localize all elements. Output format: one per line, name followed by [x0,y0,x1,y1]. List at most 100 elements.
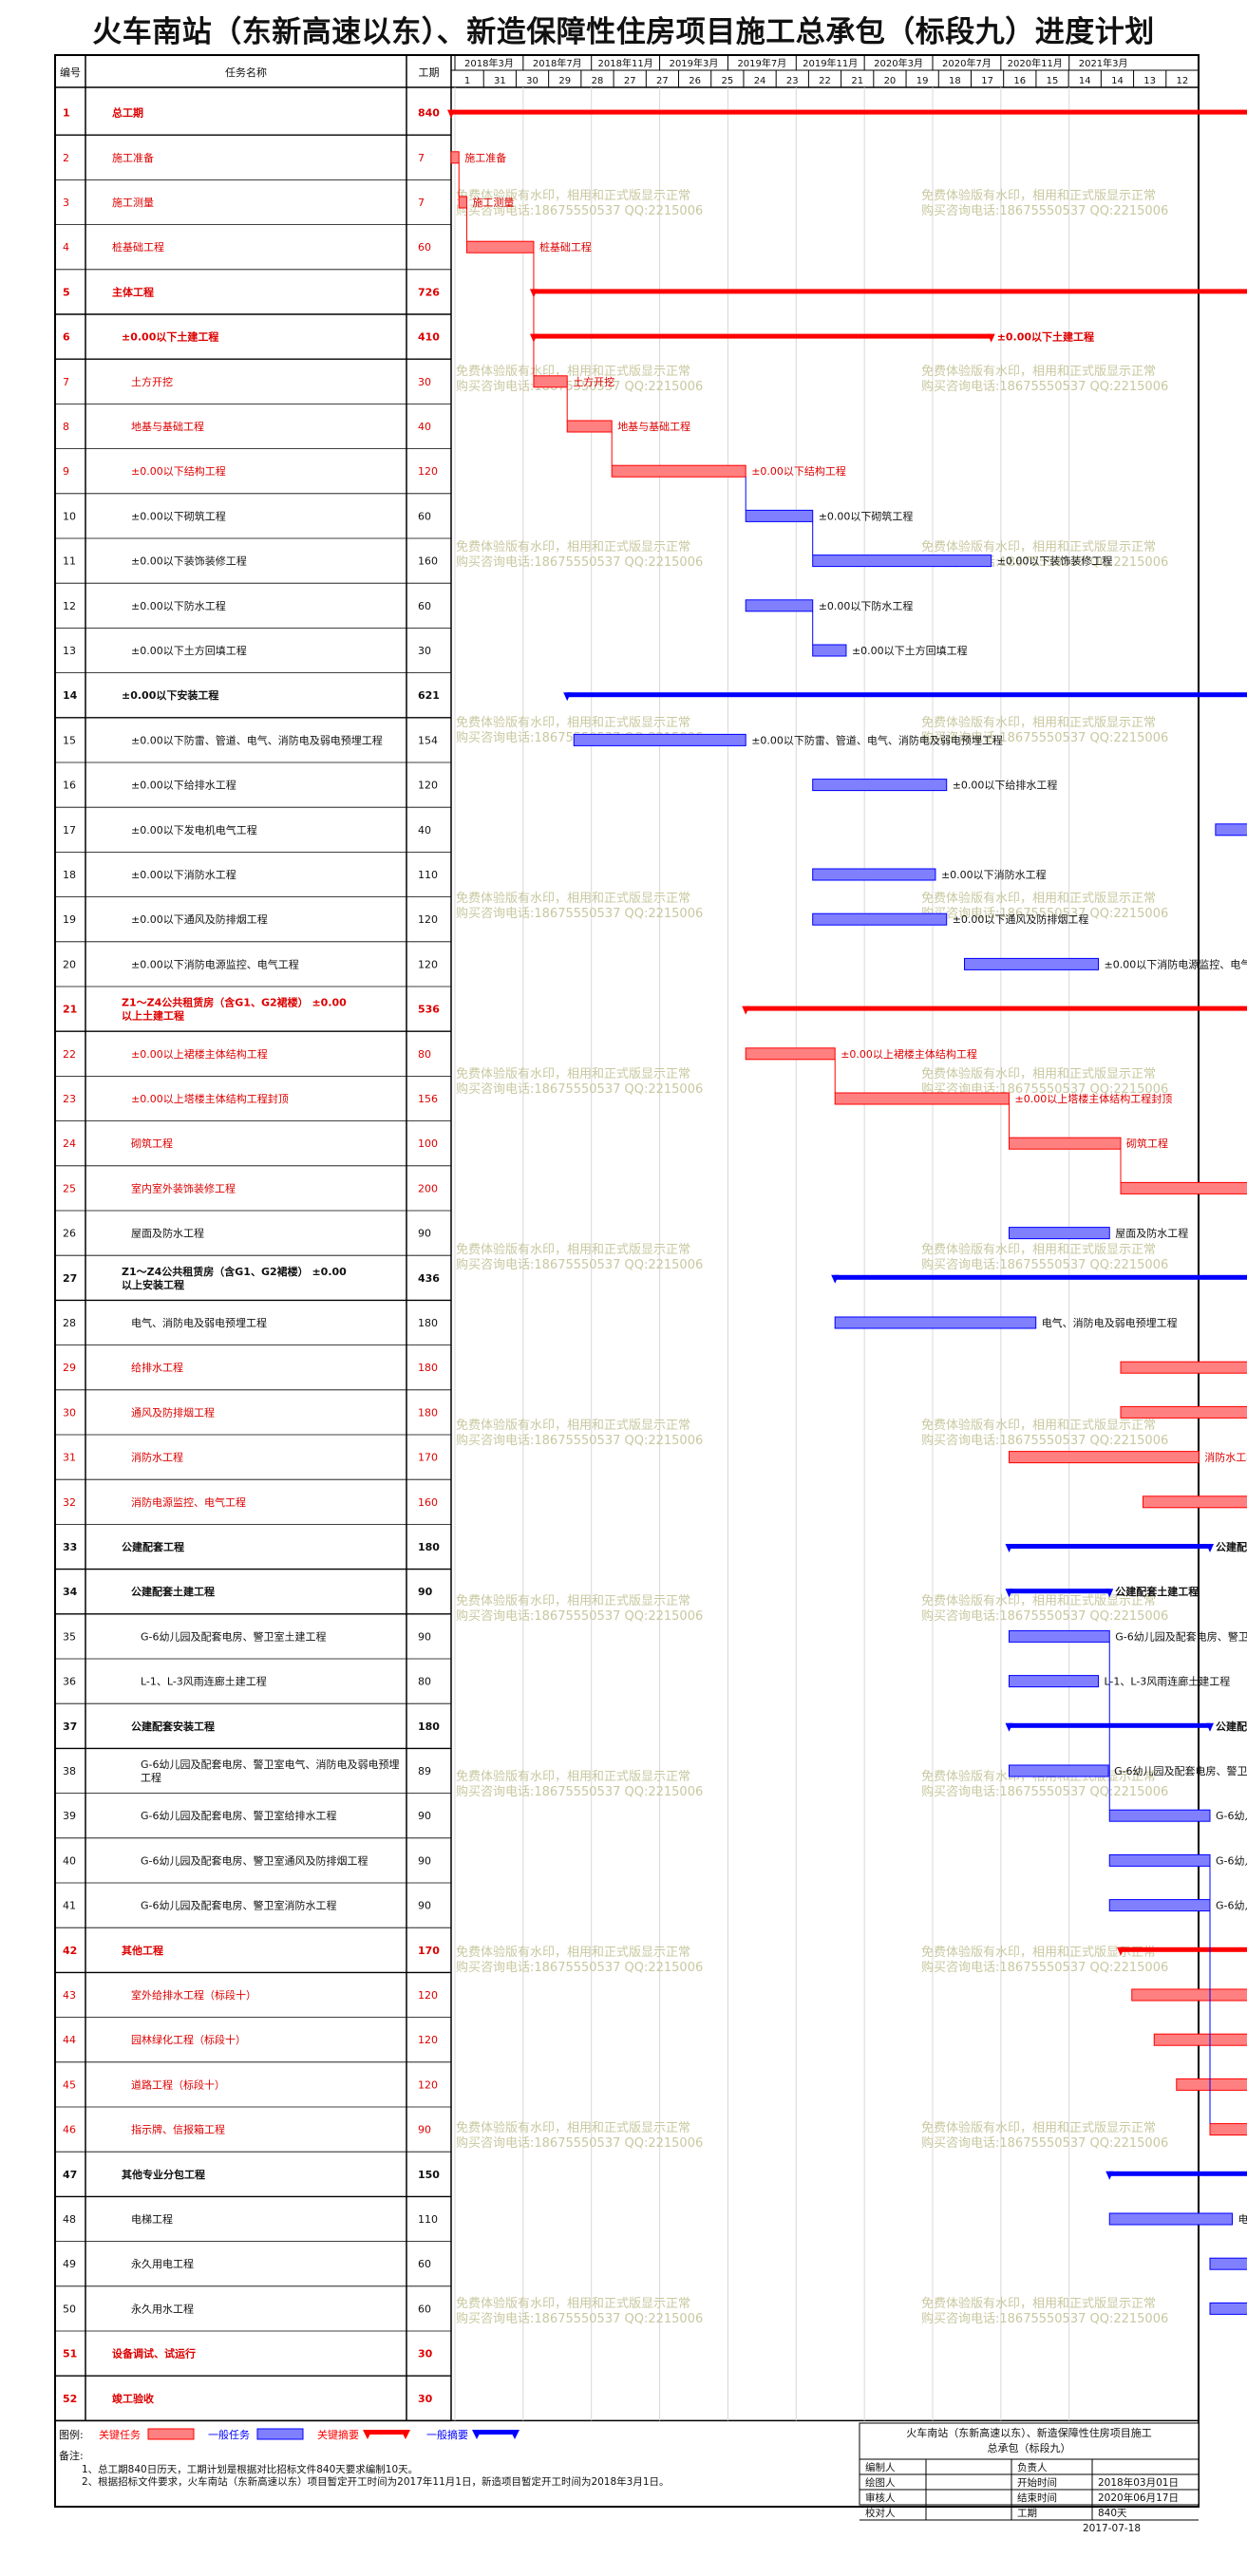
task-duration: 120 [418,2078,438,2091]
task-bar [1108,1899,1211,1912]
legend-swatch-summary [476,2430,516,2435]
summary-bar-end [987,333,995,343]
infobox-date: 2017-07-18 [1083,2523,1141,2534]
task-duration: 156 [418,1093,438,1105]
task-duration: 89 [418,1765,431,1777]
summary-bar-start [1005,1544,1013,1552]
watermark-line2: 购买咨询电话:18675550537 QQ:2215006 [456,906,703,921]
timescale-month: 2018年3月 [464,57,514,69]
legend-swatch-summary-start [472,2430,482,2439]
timescale-period: 31 [494,76,506,86]
summary-bar-end [1206,1544,1214,1552]
task-id: 5 [63,286,70,298]
task-id: 30 [63,1406,76,1419]
task-bar [611,464,746,478]
task-name-cont: 以上安装工程 [122,1278,184,1291]
watermark-line2: 购买咨询电话:18675550537 QQ:2215006 [921,2135,1168,2151]
task-bar-label: ±0.00以下消防水工程 [941,868,1047,881]
task-name: ±0.00以上塔楼主体结构工程封顶 [131,1092,289,1105]
timescale-period: 28 [592,76,604,86]
task-name: 地基与基础工程 [131,421,204,433]
task-duration: 7 [418,152,425,164]
timescale-period: 16 [1013,76,1026,86]
timescale-period: 18 [949,76,961,86]
watermark-line2: 购买咨询电话:18675550537 QQ:2215006 [456,2311,703,2326]
watermark-line2: 购买咨询电话:18675550537 QQ:2215006 [921,203,1168,218]
task-duration: 120 [418,913,438,926]
infobox-cell: 2018年03月01日 [1098,2476,1179,2489]
infobox-subtitle: 总承包（标段九） [988,2441,1071,2454]
task-duration: 30 [418,645,431,657]
watermark-line2: 购买咨询电话:18675550537 QQ:2215006 [456,2135,703,2151]
task-duration: 410 [418,331,440,344]
task-bar-label: ±0.00以下消防电源监控、电气工程 [1105,957,1247,970]
task-bar [812,644,847,657]
task-name: G-6幼儿园及配套电房、警卫室电气、消防电及弱电预埋 [141,1758,400,1771]
summary-bar [1109,2171,1247,2176]
watermark-line1: 免费体验版有水印，相用和正式版显示正常 [456,1593,690,1608]
watermark-line1: 免费体验版有水印，相用和正式版显示正常 [456,188,690,203]
column-header-duration: 工期 [419,66,440,79]
summary-bar [1121,1946,1247,1952]
infobox-frame [859,2422,1200,2506]
task-bar-label: 电梯工程 [1238,2213,1247,2226]
timescale-period: 14 [1079,76,1091,86]
task-id: 40 [63,1854,76,1867]
task-name: 其他工程 [122,1944,163,1957]
watermark-line2: 购买咨询电话:18675550537 QQ:2215006 [921,1784,1168,1799]
task-bar [834,1316,1037,1329]
task-duration: 60 [418,510,431,522]
task-name: 室外给排水工程（标段十） [131,1988,256,2002]
task-name: G-6幼儿园及配套电房、警卫室给排水工程 [141,1809,337,1822]
timescale-period: 23 [786,76,799,86]
timescale-month: 2018年7月 [533,57,582,69]
task-duration: 120 [418,958,438,970]
watermark-line1: 免费体验版有水印，相用和正式版显示正常 [921,1242,1156,1257]
timescale-period: 21 [851,76,863,86]
task-bar-label: 公建配套安装工程 [1216,1720,1247,1733]
task-name: 通风及防排烟工程 [131,1405,215,1419]
timescale-period: 26 [689,76,701,86]
task-name: G-6幼儿园及配套电房、警卫室通风及防排烟工程 [141,1853,368,1867]
task-bar [573,733,746,746]
legend-swatch-summary [367,2430,406,2435]
task-duration: 90 [418,1228,431,1240]
watermark-line1: 免费体验版有水印，相用和正式版显示正常 [456,1418,690,1433]
timescale-month: 2020年11月 [1008,57,1063,69]
infobox-cell: 840天 [1098,2508,1127,2519]
task-duration: 90 [418,1854,431,1867]
task-id: 39 [63,1810,76,1822]
legend-item-label: 关键任务 [99,2428,141,2441]
task-name: ±0.00以下安装工程 [122,688,218,702]
task-duration: 60 [418,2303,431,2315]
task-name: G-6幼儿园及配套电房、警卫室土建工程 [141,1629,327,1643]
task-id: 48 [63,2213,76,2226]
timescale-month: 2021年3月 [1079,57,1128,69]
task-id: 47 [63,2169,77,2181]
summary-bar [533,289,1247,294]
task-bar [1108,1853,1211,1867]
infobox-cell: 校对人 [865,2507,896,2519]
timescale-period: 22 [819,76,831,86]
legend-swatch-summary-start [363,2430,372,2439]
task-name: 设备调试、试运行 [112,2347,196,2360]
infobox-cell: 编制人 [865,2461,896,2473]
watermark-line2: 购买咨询电话:18675550537 QQ:2215006 [456,1784,703,1799]
task-bar [1009,1137,1122,1150]
task-bar-label: ±0.00以上塔楼主体结构工程封顶 [1015,1092,1173,1105]
task-duration: 120 [418,2034,438,2046]
task-name: 园林绿化工程（标段十） [131,2033,246,2046]
task-bar [834,1092,1011,1105]
task-bar-label: L-1、L-3风雨连廊土建工程 [1105,1675,1231,1688]
summary-bar-start [1117,1946,1124,1956]
task-bar [1176,2078,1247,2091]
legend-label: 图例: [59,2428,84,2441]
task-id: 29 [63,1362,76,1374]
task-name: 室内室外装饰装修工程 [131,1181,236,1194]
column-header-id: 编号 [60,66,81,79]
watermark-line1: 免费体验版有水印，相用和正式版显示正常 [456,891,690,906]
task-id: 31 [63,1452,76,1464]
task-name: 永久用电工程 [131,2257,194,2270]
task-bar-label: G-6幼儿园及配套电房、警卫室电气、消防电及弱电预埋工程 [1114,1764,1247,1777]
task-bar [812,868,936,881]
